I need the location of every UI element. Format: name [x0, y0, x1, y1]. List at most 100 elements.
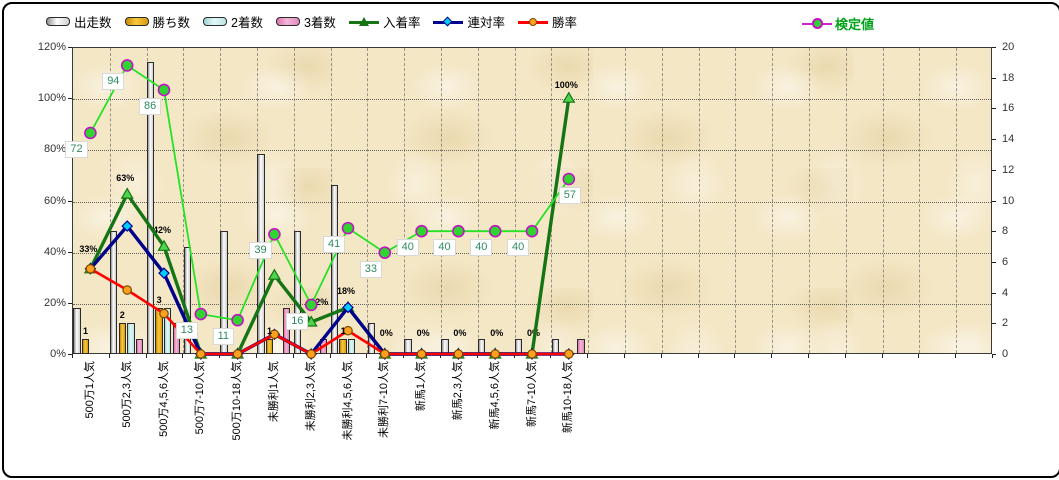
- diamond-marker-icon: [443, 16, 453, 26]
- legend-item-third: 3着数: [275, 12, 336, 31]
- third-swatch-icon: [275, 17, 300, 26]
- wins-count-label: 1: [340, 325, 346, 336]
- bar-second: [127, 323, 135, 354]
- bar-wins: [118, 323, 126, 354]
- left-axis-tick-label: 100%: [37, 92, 66, 105]
- test-value-point-label: 39: [249, 242, 272, 260]
- bar-wins: [81, 338, 90, 354]
- second-swatch-icon: [203, 17, 228, 26]
- legend-item-label: 出走数: [74, 16, 112, 30]
- v-gridline: [441, 48, 442, 353]
- test-value-point-label: 72: [65, 140, 88, 158]
- right-axis-tick: [992, 139, 996, 141]
- right-axis-tick-label: 4: [1002, 286, 1009, 299]
- v-gridline: [514, 48, 516, 353]
- place_rate-swatch-icon: [348, 16, 379, 28]
- legend-item-label: 勝ち数: [152, 16, 191, 30]
- h-gridline: [73, 99, 991, 101]
- legend-item-label: 入着率: [382, 16, 421, 30]
- x-axis-tick: [771, 354, 773, 358]
- h-gridline: [73, 252, 991, 254]
- wins-swatch-icon: [124, 17, 149, 26]
- place-rate-point-label: 0%: [490, 328, 504, 338]
- win_rate-swatch-icon: [517, 16, 548, 28]
- series-marker-cir: [379, 349, 390, 359]
- test-value-point-label: 40: [396, 239, 419, 257]
- legend-item-label: 2着数: [231, 16, 263, 30]
- v-gridline: [404, 48, 406, 353]
- right-axis-tick: [992, 77, 996, 79]
- bar-starts: [73, 307, 81, 354]
- left-axis-tick-label: 40%: [43, 245, 66, 258]
- x-axis-tick: [624, 354, 625, 358]
- series-marker-cir: [490, 349, 500, 359]
- right-axis-tick-label: 12: [1002, 163, 1015, 176]
- bar-third: [283, 307, 291, 354]
- bar-starts: [330, 185, 339, 354]
- series-marker-cir: [122, 285, 132, 295]
- test-value-legend: 検定値: [802, 14, 874, 33]
- bar-wins: [265, 338, 274, 354]
- test-value-marker-icon: [812, 17, 823, 29]
- right-axis-tick-label: 0: [1002, 348, 1009, 360]
- series-marker-tri: [304, 315, 318, 327]
- series-marker-cir: [343, 325, 353, 336]
- test-value-point-label: 40: [433, 239, 456, 257]
- quinella_rate-swatch-icon: [433, 16, 464, 28]
- place-rate-point-label: 100%: [554, 80, 578, 90]
- place-rate-point-label: 0%: [453, 328, 467, 338]
- place-rate-point-label: 42%: [153, 225, 172, 236]
- bar-starts: [146, 62, 155, 354]
- right-axis-tick: [992, 200, 996, 202]
- x-axis-tick: [256, 354, 257, 358]
- v-gridline: [882, 48, 884, 353]
- right-axis-tick: [992, 231, 996, 233]
- place-rate-point-label: 63%: [116, 173, 135, 184]
- series-marker-cir: [527, 349, 537, 359]
- series-marker-tri: [267, 268, 281, 280]
- right-axis-tick: [992, 292, 996, 294]
- series-marker-cir: [196, 349, 206, 359]
- v-gridline: [845, 48, 847, 353]
- circle-marker-icon: [528, 17, 537, 26]
- series-marker-big: [378, 246, 392, 259]
- test-value-legend-line: [802, 17, 832, 29]
- legend-item-wins: 勝ち数: [124, 12, 191, 31]
- series-marker-cir: [453, 349, 464, 359]
- series-line: [89, 64, 570, 322]
- left-axis-tick: [68, 251, 72, 253]
- bar-starts: [110, 231, 118, 354]
- wins-count-label: 3: [156, 294, 162, 305]
- test-value-point-label: 40: [470, 239, 493, 257]
- plot-area: [72, 47, 992, 354]
- series-marker-cir: [232, 349, 243, 359]
- right-axis-tick-label: 18: [1002, 71, 1015, 84]
- v-gridline: [809, 48, 810, 353]
- v-gridline: [919, 48, 921, 353]
- x-axis-tick: [182, 354, 184, 358]
- v-gridline: [772, 48, 774, 353]
- right-axis-tick: [992, 323, 996, 325]
- right-axis-tick: [992, 169, 996, 171]
- v-gridline: [735, 48, 737, 353]
- v-gridline: [367, 48, 369, 353]
- right-axis-tick-label: 6: [1002, 255, 1009, 268]
- x-axis-tick: [513, 354, 515, 358]
- series-marker-big: [562, 172, 576, 186]
- test-value-point-label: 57: [558, 187, 582, 204]
- series-marker-big: [120, 59, 134, 72]
- right-axis-tick-label: 10: [1002, 194, 1015, 207]
- h-gridline: [73, 303, 991, 305]
- main-legend: 出走数 勝ち数 2着数 3着数 入着率 連対率 勝率: [46, 12, 577, 31]
- left-axis-tick: [68, 200, 72, 202]
- left-axis-tick-label: 120%: [37, 41, 66, 53]
- x-axis-tick: [403, 354, 405, 358]
- bar-second: [348, 338, 356, 354]
- triangle-marker-icon: [358, 16, 369, 26]
- bar-second: [164, 307, 172, 354]
- v-gridline: [956, 48, 958, 353]
- x-axis-tick: [72, 354, 73, 358]
- series-marker-big: [304, 298, 318, 312]
- series-marker-big: [341, 221, 355, 235]
- h-gridline: [73, 150, 991, 152]
